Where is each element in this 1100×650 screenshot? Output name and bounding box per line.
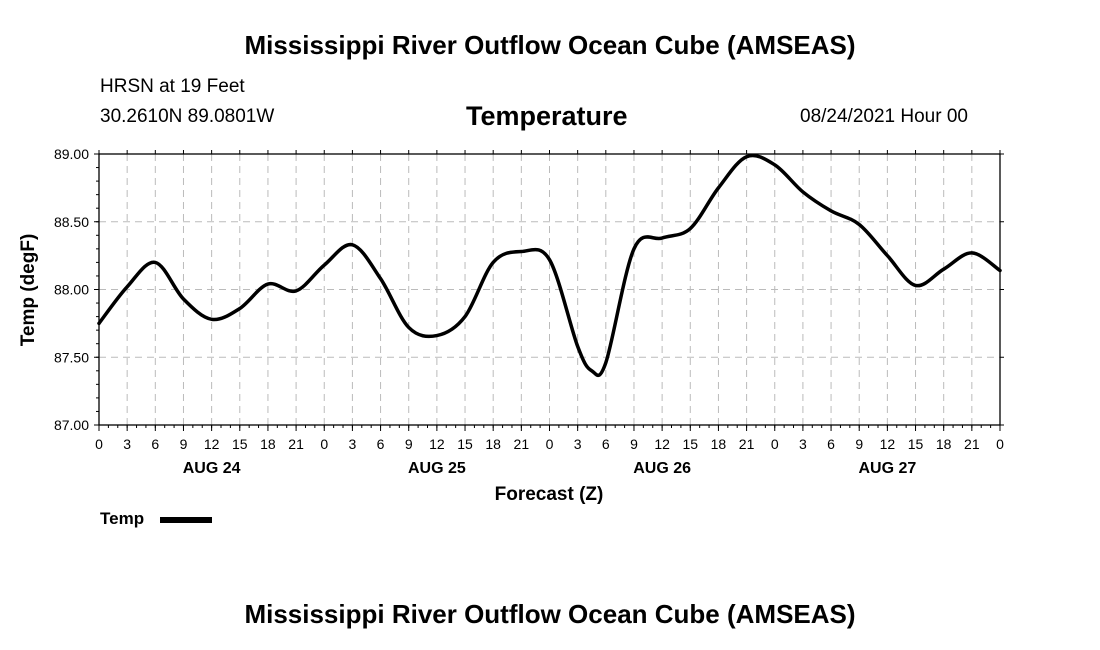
x-tick-label: 21 [739, 436, 755, 452]
x-tick-label: 6 [827, 436, 835, 452]
x-tick-label: 15 [232, 436, 248, 452]
x-tick-label: 15 [682, 436, 698, 452]
variable-title: Temperature [466, 101, 628, 131]
axis-ticks [94, 150, 1004, 431]
legend-label: Temp [100, 509, 145, 528]
x-tick-label: 9 [630, 436, 638, 452]
x-tick-label: 21 [964, 436, 980, 452]
x-tick-label: 15 [457, 436, 473, 452]
x-tick-label: 18 [485, 436, 501, 452]
x-axis-label: Forecast (Z) [495, 484, 604, 505]
x-tick-label: 12 [429, 436, 445, 452]
y-tick-label: 87.00 [54, 417, 89, 433]
x-tick-label: 18 [711, 436, 727, 452]
day-label: AUG 25 [408, 460, 466, 477]
x-tick-label: 6 [377, 436, 385, 452]
x-tick-label: 12 [880, 436, 896, 452]
station-label: HRSN at 19 Feet [100, 76, 245, 97]
day-label: AUG 24 [183, 460, 241, 477]
series-line-temp [97, 153, 1002, 378]
station-coordinates: 30.2610N 89.0801W [100, 106, 275, 127]
x-tick-label: 0 [546, 436, 554, 452]
day-label: AUG 26 [633, 460, 691, 477]
x-tick-label: 3 [349, 436, 357, 452]
x-tick-label: 21 [514, 436, 530, 452]
forecast-datetime: 08/24/2021 Hour 00 [800, 106, 968, 127]
footer-title: Mississippi River Outflow Ocean Cube (AM… [244, 599, 856, 629]
x-tick-label: 12 [204, 436, 220, 452]
x-tick-label: 3 [799, 436, 807, 452]
chart-title: Mississippi River Outflow Ocean Cube (AM… [244, 30, 856, 60]
x-tick-label: 3 [574, 436, 582, 452]
day-label: AUG 27 [858, 460, 916, 477]
x-tick-label: 9 [855, 436, 863, 452]
x-tick-label: 0 [320, 436, 328, 452]
y-tick-label: 88.50 [54, 214, 89, 230]
x-tick-label: 12 [654, 436, 670, 452]
x-tick-label: 15 [908, 436, 924, 452]
x-tick-label: 0 [771, 436, 779, 452]
x-tick-label: 21 [288, 436, 304, 452]
x-tick-label: 18 [260, 436, 276, 452]
y-tick-label: 87.50 [54, 349, 89, 365]
legend-swatch [160, 517, 212, 523]
x-tick-label: 6 [151, 436, 159, 452]
x-tick-label: 0 [95, 436, 103, 452]
x-tick-label: 18 [936, 436, 952, 452]
x-tick-label: 9 [405, 436, 413, 452]
x-tick-label: 0 [996, 436, 1004, 452]
y-tick-label: 88.00 [54, 282, 89, 298]
x-tick-label: 3 [123, 436, 131, 452]
y-tick-label: 89.00 [54, 146, 89, 162]
x-tick-label: 6 [602, 436, 610, 452]
grid-lines [99, 154, 1000, 425]
x-tick-label: 9 [180, 436, 188, 452]
axis-tick-labels: 87.00 87.50 88.00 88.50 89.00 0 3 6 9 12 15 18 21 0 3 6… [54, 146, 1004, 477]
y-axis-label: Temp (degF) [18, 234, 39, 347]
